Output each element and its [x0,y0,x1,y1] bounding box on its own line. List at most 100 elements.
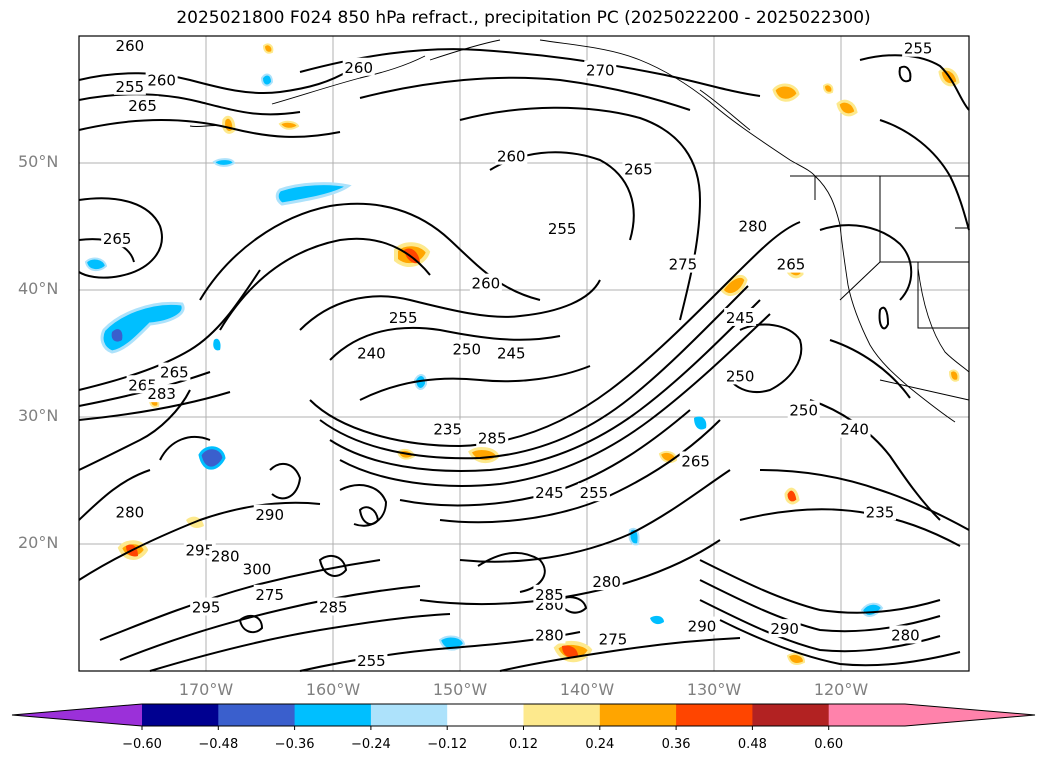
contour-label: 255 [580,484,609,502]
political-borders [790,175,970,401]
contour-label: 260 [497,148,526,166]
contour-label: 290 [688,618,717,636]
contour-label-bg [724,307,757,326]
contour-label-bg [584,60,617,79]
lat-label-30n: 30°N [18,406,59,425]
colorbar [11,703,1036,730]
colorbar-tick-label: −0.12 [427,737,468,752]
contour-label-bg [183,540,216,559]
contour-label-bg [113,76,146,95]
contour-label: 280 [891,626,920,644]
colorbar-tick-label: −0.36 [274,737,315,752]
contour-label-bg [209,546,242,565]
contour-label: 260 [472,275,501,293]
colorbar-tick-label: −0.60 [122,737,162,752]
contour-label: 240 [840,421,869,439]
contour-label-bg [787,400,820,419]
contour-label: 265 [777,256,806,274]
colorbar-bin [370,704,448,726]
contour-label: 285 [319,599,348,617]
colorbar-bin [142,704,219,726]
contour-label-bg [533,483,566,502]
contour-label: 265 [160,364,189,382]
contour-label-bg [666,254,699,273]
contour-label: 235 [433,421,462,439]
contour-label-bg [768,619,801,638]
contour-label: 290 [770,620,799,638]
colorbar-tick-label: 0.12 [509,737,538,752]
contour-label: 280 [739,218,768,236]
contour-label: 280 [116,503,145,521]
map-panel: 260 255 260 265 260 270 255 260 265 265 255 280 275 2… [78,35,970,672]
contour-label-bg [495,343,528,362]
contour-label: 265 [128,97,157,115]
contour-label: 260 [147,71,176,89]
colorbar-bin [752,704,830,726]
contour-label: 295 [192,599,221,617]
lon-label-150w: 150°W [432,680,488,699]
contour-label-bg [431,419,464,438]
contour-label-bg [590,572,623,591]
contour-label: 265 [624,160,653,178]
contour-label-bg [342,57,375,76]
contour-label-bg [145,70,178,89]
contour-label: 255 [389,309,418,327]
contour-label-bg [450,339,483,358]
contour-label: 255 [904,40,933,58]
contour-label: 283 [147,385,176,403]
contour-label-bg [736,216,769,235]
contour-label: 235 [866,503,895,521]
contour-label: 250 [726,367,755,385]
lon-label-140w: 140°W [559,680,615,699]
contour-label-bg [775,254,807,273]
colorbar-tick-label: 0.36 [661,737,691,752]
colorbar-tick-label: 0.48 [737,737,767,752]
contour-label-bg [126,95,159,114]
contour-label: 290 [255,506,284,524]
contour-label-bg [113,502,146,521]
colorbar-bin [218,704,296,726]
colorbar-tick-label: 0.24 [585,737,615,752]
contour-label-bg [495,146,528,165]
contour-label: 265 [681,452,710,470]
contour-label-bg [253,504,286,523]
refractivity-contours [78,48,970,672]
colorbar-bin [599,704,677,726]
contour-label: 275 [255,586,284,604]
contour-label: 255 [357,652,386,670]
contour-label: 250 [452,341,481,359]
contour-label-bg [686,616,718,635]
contour-label: 255 [548,220,577,238]
colorbar-bin [828,704,906,726]
lon-label-170w: 170°W [178,680,234,699]
contour-label-bg [387,307,420,326]
contour-label: 270 [586,61,615,79]
contour-label: 245 [726,309,755,327]
contour-label-bg [838,419,871,438]
contour-label-bg [101,229,134,248]
contour-label-bg [622,159,655,178]
contour-label-bg [533,625,566,644]
contour-label: 240 [357,345,386,363]
contour-label-bg [889,625,922,644]
contour-label-bg [355,343,388,362]
lon-label-160w: 160°W [305,680,361,699]
colorbar-tick-label: −0.24 [350,737,391,752]
colorbar-extend-high [905,704,1035,726]
contour-label: 280 [211,548,240,566]
colorbar-tick-label: −0.48 [198,737,239,752]
contour-label-bg [864,502,896,521]
contour-label-bg [679,451,712,470]
contour-label-bg [577,483,610,502]
contour-label: 295 [185,541,214,559]
contour-label-bg [724,366,757,385]
contour-label: 275 [669,256,698,274]
map-frame [78,35,970,672]
colorbar-bin [523,704,601,726]
contour-label: 260 [344,59,373,77]
lat-label-50n: 50°N [18,152,59,171]
contour-label-bg [476,428,509,447]
contour-label-bg [355,650,388,669]
contour-label: 260 [116,37,145,55]
